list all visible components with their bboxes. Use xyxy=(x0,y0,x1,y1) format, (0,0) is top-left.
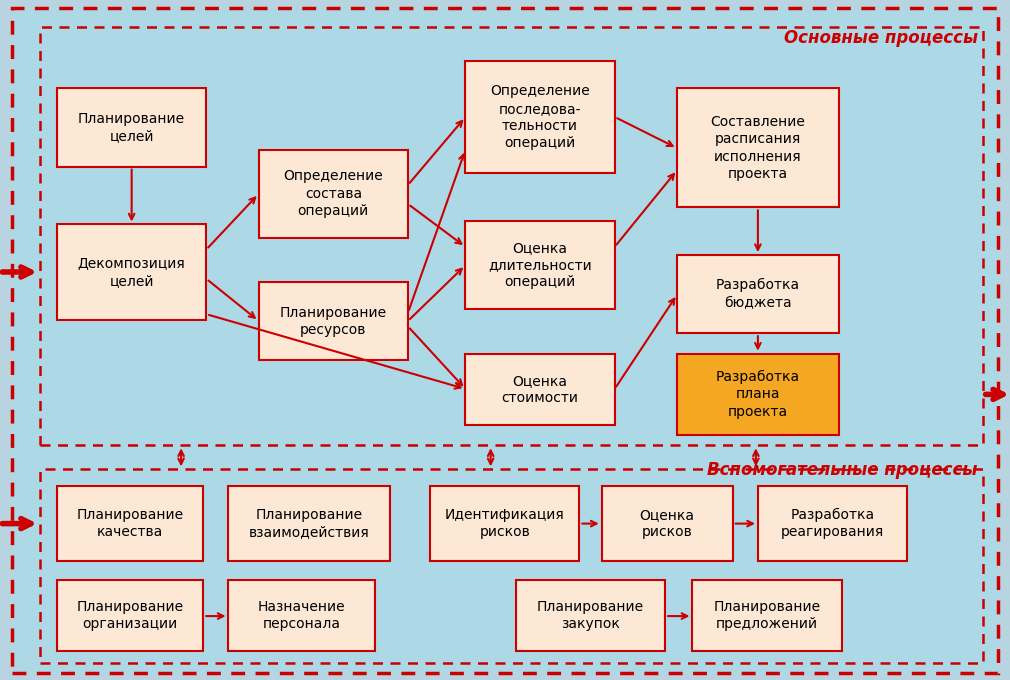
FancyBboxPatch shape xyxy=(516,580,666,651)
FancyBboxPatch shape xyxy=(758,486,907,561)
FancyBboxPatch shape xyxy=(57,486,203,561)
FancyBboxPatch shape xyxy=(430,486,580,561)
FancyBboxPatch shape xyxy=(602,486,732,561)
FancyBboxPatch shape xyxy=(678,354,838,435)
Text: Идентификация
рисков: Идентификация рисков xyxy=(444,508,565,539)
Text: Оценка
длительности
операций: Оценка длительности операций xyxy=(488,241,592,290)
FancyBboxPatch shape xyxy=(39,469,983,663)
Text: Планирование
качества: Планирование качества xyxy=(77,508,184,539)
Text: Разработка
плана
проекта: Разработка плана проекта xyxy=(716,370,800,419)
FancyBboxPatch shape xyxy=(228,580,375,651)
FancyBboxPatch shape xyxy=(678,255,838,333)
FancyBboxPatch shape xyxy=(692,580,841,651)
Text: Определение
состава
операций: Определение состава операций xyxy=(284,169,383,218)
FancyBboxPatch shape xyxy=(57,88,206,167)
FancyBboxPatch shape xyxy=(466,354,615,425)
Text: Оценка
стоимости: Оценка стоимости xyxy=(502,373,579,405)
FancyBboxPatch shape xyxy=(12,8,998,673)
Text: Оценка
рисков: Оценка рисков xyxy=(639,508,695,539)
Text: Планирование
целей: Планирование целей xyxy=(78,112,185,143)
FancyBboxPatch shape xyxy=(259,150,408,238)
Text: Определение
последова-
тельности
операций: Определение последова- тельности операци… xyxy=(490,84,590,150)
Text: Планирование
взаимодействия: Планирование взаимодействия xyxy=(248,508,370,539)
Text: Назначение
персонала: Назначение персонала xyxy=(258,600,345,632)
Text: Разработка
реагирования: Разработка реагирования xyxy=(781,508,884,539)
Text: Основные процессы: Основные процессы xyxy=(784,29,978,46)
FancyBboxPatch shape xyxy=(39,27,983,445)
FancyBboxPatch shape xyxy=(466,61,615,173)
FancyBboxPatch shape xyxy=(678,88,838,207)
FancyBboxPatch shape xyxy=(57,224,206,320)
Text: Составление
расписания
исполнения
проекта: Составление расписания исполнения проект… xyxy=(710,115,805,181)
FancyBboxPatch shape xyxy=(259,282,408,360)
Text: Разработка
бюджета: Разработка бюджета xyxy=(716,278,800,310)
Text: Планирование
организации: Планирование организации xyxy=(77,600,184,632)
FancyBboxPatch shape xyxy=(466,221,615,309)
Text: Планирование
закупок: Планирование закупок xyxy=(537,600,644,632)
Text: Декомпозиция
целей: Декомпозиция целей xyxy=(78,256,186,288)
FancyBboxPatch shape xyxy=(57,580,203,651)
Text: Планирование
предложений: Планирование предложений xyxy=(713,600,820,632)
FancyBboxPatch shape xyxy=(228,486,390,561)
Text: Планирование
ресурсов: Планирование ресурсов xyxy=(280,305,387,337)
Text: Вспомогательные процессы: Вспомогательные процессы xyxy=(707,461,978,479)
